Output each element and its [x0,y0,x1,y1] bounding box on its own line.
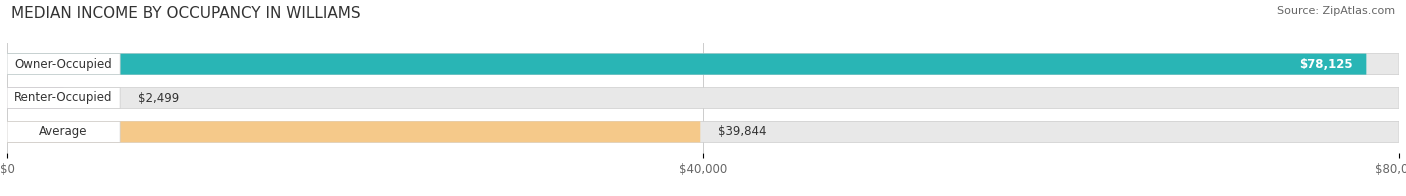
FancyBboxPatch shape [7,87,120,109]
Text: $78,125: $78,125 [1299,58,1353,71]
Text: MEDIAN INCOME BY OCCUPANCY IN WILLIAMS: MEDIAN INCOME BY OCCUPANCY IN WILLIAMS [11,6,361,21]
FancyBboxPatch shape [7,87,63,109]
FancyBboxPatch shape [7,121,700,142]
Text: Source: ZipAtlas.com: Source: ZipAtlas.com [1277,6,1395,16]
Text: Owner-Occupied: Owner-Occupied [14,58,112,71]
Text: Renter-Occupied: Renter-Occupied [14,92,112,104]
FancyBboxPatch shape [7,54,1367,75]
Text: $2,499: $2,499 [138,92,179,104]
Text: Average: Average [39,125,87,138]
FancyBboxPatch shape [7,54,120,75]
Text: $39,844: $39,844 [717,125,766,138]
FancyBboxPatch shape [7,121,1399,142]
FancyBboxPatch shape [7,121,120,142]
FancyBboxPatch shape [7,87,1399,109]
FancyBboxPatch shape [7,54,1399,75]
